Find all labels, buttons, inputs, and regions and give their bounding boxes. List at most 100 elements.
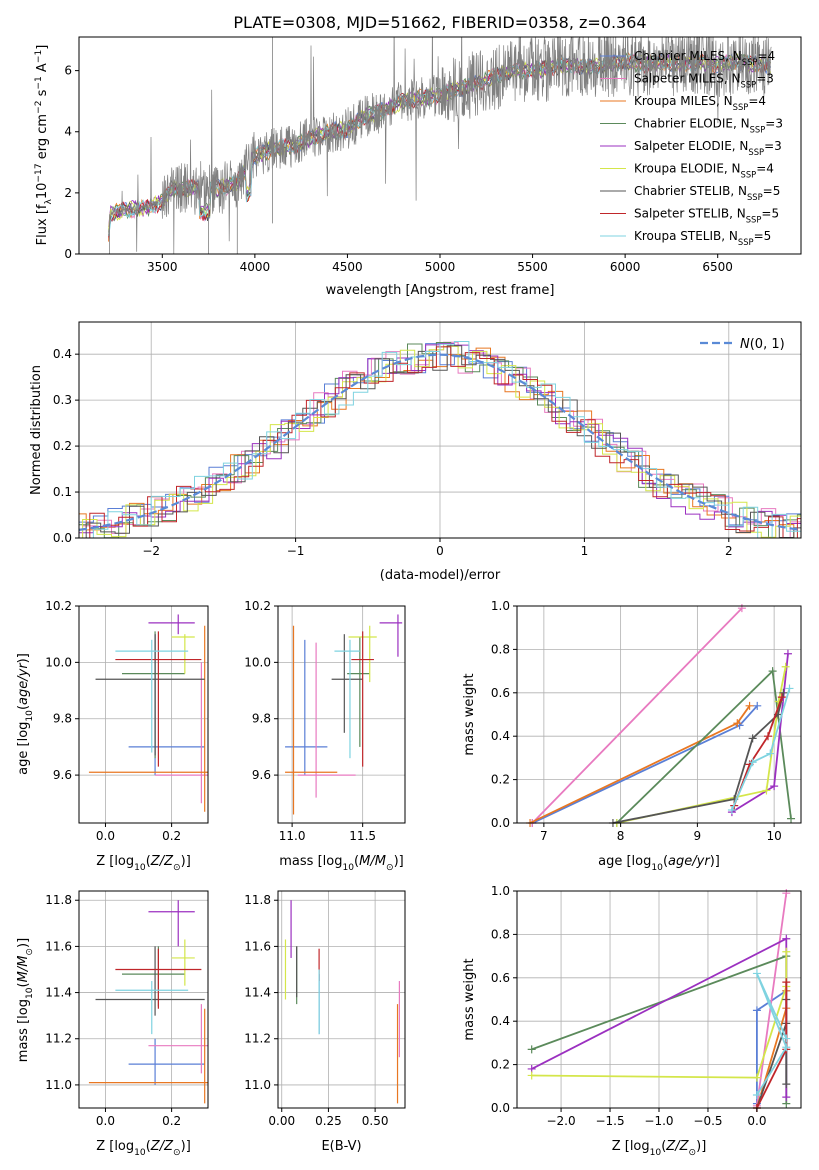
z-weight-point-marker bbox=[527, 1045, 536, 1054]
mass-age-ytick-label: 10.0 bbox=[244, 655, 271, 669]
ebv-mass-xtick-label: 0.25 bbox=[315, 1114, 342, 1128]
spectrum-ytick-label: 4 bbox=[64, 125, 72, 139]
age-weight-point-marker bbox=[781, 662, 790, 671]
spectrum-ytick-label: 6 bbox=[64, 64, 72, 78]
z-age-frame bbox=[78, 605, 209, 824]
age-weight-point-marker bbox=[733, 719, 742, 728]
z-age-ytick-label: 9.8 bbox=[53, 712, 72, 726]
plot-layer: Chabrier MILES, NSSP=4 Salpeter MILES, NS… bbox=[16, 36, 802, 1158]
z-weight-point-marker bbox=[782, 934, 791, 943]
spectrum-ytick-label: 2 bbox=[64, 186, 72, 200]
residuals-ytick-label: 0.0 bbox=[53, 531, 72, 545]
age-weight-point-marker bbox=[785, 684, 794, 693]
residuals-ytick-label: 0.4 bbox=[53, 347, 72, 361]
spectrum-legend-label: Kroupa MILES, NSSP=4 bbox=[634, 94, 766, 112]
mass-age-frame bbox=[277, 605, 406, 824]
ebv-mass-xlabel: E(B-V) bbox=[321, 1139, 361, 1154]
z-weight-xlabel: Z [log10(Z/Z⊙)] bbox=[612, 1139, 707, 1158]
spectrum-ytick-label: 0 bbox=[64, 247, 72, 261]
spectrum-xlabel: wavelength [Angstrom, rest frame] bbox=[326, 283, 555, 298]
ebv-mass-xtick-label: 0.00 bbox=[268, 1114, 295, 1128]
age-weight-series-line bbox=[616, 669, 792, 824]
ebv-mass-ytick-label: 11.6 bbox=[244, 939, 271, 953]
z-age-ytick-label: 10.0 bbox=[45, 655, 72, 669]
z-mass-xlabel: Z [log10(Z/Z⊙)] bbox=[96, 1139, 191, 1158]
age-weight-series-line bbox=[612, 692, 785, 824]
z-weight-point-marker bbox=[782, 1080, 791, 1089]
figure-title: PLATE=0308, MJD=51662, FIBERID=0358, z=0… bbox=[233, 13, 646, 32]
spectrum-ylabel: Flux [fλ10−17 erg cm−2 s−1 A−1] bbox=[34, 45, 54, 246]
z-weight-series-line bbox=[531, 951, 788, 1079]
residuals-histogram-step bbox=[79, 345, 801, 538]
z-weight-point-marker bbox=[782, 1093, 791, 1102]
z-weight-xtick-label: −0.5 bbox=[693, 1114, 722, 1128]
spectrum-legend-label: Chabrier STELIB, NSSP=5 bbox=[634, 184, 780, 202]
z-age-ytick-label: 9.6 bbox=[53, 768, 72, 782]
z-weight-point-marker bbox=[782, 978, 791, 987]
z-weight-series-line bbox=[756, 973, 788, 1096]
age-weight-point-marker bbox=[745, 701, 754, 710]
residuals-gaussian-curve bbox=[78, 353, 802, 531]
z-weight-point-marker bbox=[752, 1073, 761, 1082]
mass-age-xtick-label: 11.0 bbox=[279, 829, 306, 843]
z-mass-ytick-label: 11.8 bbox=[45, 893, 72, 907]
z-mass-ylabel: mass [log10(M/M⊙)] bbox=[16, 938, 35, 1062]
mass-age-xlabel: mass [log10(M/M⊙)] bbox=[279, 854, 403, 873]
spectrum-legend-label: Salpeter MILES, NSSP=3 bbox=[634, 72, 774, 90]
mass-age-xtick-label: 11.5 bbox=[349, 829, 376, 843]
residuals-xtick-label: −2 bbox=[142, 544, 160, 558]
age-weight-ytick-label: 0.0 bbox=[491, 816, 510, 830]
z-weight-point-marker bbox=[782, 1034, 791, 1043]
spectrum-xtick-label: 6000 bbox=[610, 260, 641, 274]
age-weight-point-marker bbox=[727, 805, 736, 814]
spectrum-xtick-label: 4500 bbox=[332, 260, 363, 274]
residuals-ytick-label: 0.1 bbox=[53, 485, 72, 499]
z-age-xlabel: Z [log10(Z/Z⊙)] bbox=[96, 854, 191, 873]
mass-age-ytick-label: 10.2 bbox=[244, 599, 271, 613]
z-weight-ytick-label: 0.0 bbox=[491, 1101, 510, 1115]
z-weight-series-line bbox=[756, 893, 788, 1106]
z-weight-point-marker bbox=[752, 1090, 761, 1099]
age-weight-point-marker bbox=[768, 667, 777, 676]
spectrum-data-line bbox=[108, 37, 772, 254]
z-weight-xtick-label: 0.0 bbox=[747, 1114, 766, 1128]
residuals-xtick-label: 0 bbox=[436, 544, 444, 558]
age-weight-point-marker bbox=[748, 758, 757, 767]
z-age-ylabel: age [log10(age/yr)] bbox=[16, 653, 35, 775]
ebv-mass-ytick-label: 11.0 bbox=[244, 1078, 271, 1092]
ebv-mass-ytick-label: 11.8 bbox=[244, 893, 271, 907]
residuals-legend-label: N(0, 1) bbox=[740, 337, 785, 352]
age-weight-ytick-label: 1.0 bbox=[491, 599, 510, 613]
z-weight-xtick-label: −1.0 bbox=[644, 1114, 673, 1128]
ebv-mass-ytick-label: 11.4 bbox=[244, 986, 271, 1000]
spectrum-legend-label: Chabrier MILES, NSSP=4 bbox=[634, 49, 775, 67]
z-weight-ytick-label: 0.6 bbox=[491, 971, 510, 985]
z-age-xtick-label: 0.0 bbox=[96, 829, 115, 843]
z-age-xtick-label: 0.2 bbox=[162, 829, 181, 843]
age-weight-ylabel: mass weight bbox=[462, 673, 477, 755]
z-weight-ytick-label: 0.8 bbox=[491, 927, 510, 941]
residuals-histogram-step bbox=[79, 345, 801, 538]
age-weight-xtick-label: 7 bbox=[540, 829, 548, 843]
z-weight-point-marker bbox=[782, 889, 791, 898]
age-weight-xtick-label: 9 bbox=[694, 829, 702, 843]
spectrum-legend-label: Kroupa STELIB, NSSP=5 bbox=[634, 229, 771, 247]
age-weight-ytick-label: 0.4 bbox=[491, 729, 510, 743]
spectrum-xtick-label: 4000 bbox=[240, 260, 271, 274]
spectrum-legend-label: Salpeter ELODIE, NSSP=3 bbox=[634, 139, 782, 157]
ebv-mass-xtick-label: 0.50 bbox=[362, 1114, 389, 1128]
z-weight-ylabel: mass weight bbox=[462, 958, 477, 1040]
z-mass-ytick-label: 11.6 bbox=[45, 939, 72, 953]
age-weight-xtick-label: 10 bbox=[766, 829, 781, 843]
age-weight-point-marker bbox=[777, 693, 786, 702]
spectrum-xtick-label: 5500 bbox=[517, 260, 548, 274]
z-weight-point-marker bbox=[752, 1006, 761, 1015]
z-weight-point-marker bbox=[527, 1071, 536, 1080]
spectrum-legend-label: Kroupa ELODIE, NSSP=4 bbox=[634, 162, 774, 180]
residuals-histogram-step bbox=[79, 341, 801, 538]
age-weight-frame bbox=[516, 605, 802, 824]
spectrum-xtick-label: 5000 bbox=[425, 260, 456, 274]
age-weight-series-line bbox=[731, 688, 791, 811]
age-weight-point-marker bbox=[753, 701, 762, 710]
